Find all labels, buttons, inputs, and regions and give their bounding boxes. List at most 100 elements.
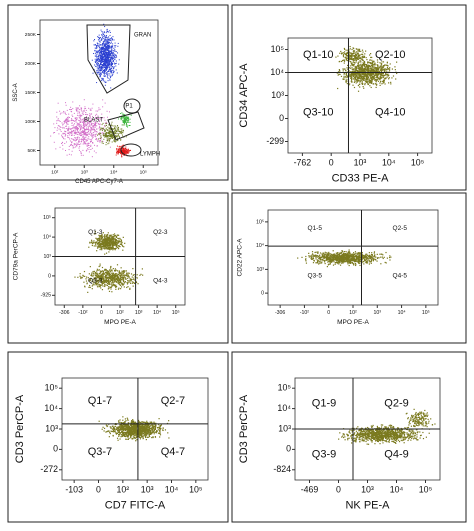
event-dot (83, 138, 84, 139)
event-dot (100, 264, 101, 265)
event-dot (125, 122, 126, 123)
event-dot (347, 83, 348, 84)
event-dot (103, 240, 104, 241)
event-dot (105, 244, 106, 245)
event-dot (100, 247, 101, 248)
event-dot (69, 149, 70, 150)
event-dot (385, 252, 386, 253)
event-dot (106, 32, 107, 33)
event-dot (91, 129, 92, 130)
event-dot (109, 64, 110, 65)
event-dot (106, 235, 107, 236)
event-dot (111, 72, 112, 73)
event-dot (118, 279, 119, 280)
event-dot (71, 154, 72, 155)
event-dot (92, 288, 93, 289)
event-dot (112, 58, 113, 59)
event-dot (86, 276, 87, 277)
event-dot (87, 140, 88, 141)
event-dot (117, 128, 118, 129)
event-dot (107, 29, 108, 30)
event-dot (322, 259, 323, 260)
event-dot (119, 272, 120, 273)
event-dot (99, 245, 100, 246)
event-dot (128, 282, 129, 283)
event-dot (374, 68, 375, 69)
event-dot (74, 135, 75, 136)
event-dot (123, 150, 124, 151)
event-dot (396, 62, 397, 63)
event-dot (129, 289, 130, 290)
event-dot (103, 59, 104, 60)
event-dot (102, 72, 103, 73)
x-tick-label: 10⁴ (110, 170, 117, 176)
event-dot (84, 276, 85, 277)
event-dot (115, 55, 116, 56)
event-dot (89, 113, 90, 114)
event-dot (351, 73, 352, 74)
event-dot (76, 125, 77, 126)
event-dot (353, 75, 354, 76)
event-dot (341, 53, 342, 54)
event-dot (93, 125, 94, 126)
event-dot (61, 135, 62, 136)
event-dot (100, 140, 101, 141)
event-dot (111, 243, 112, 244)
event-dot (79, 148, 80, 149)
event-dot (74, 131, 75, 132)
event-dot (362, 65, 363, 66)
event-dot (383, 77, 384, 78)
event-dot (96, 45, 97, 46)
event-dot (102, 275, 103, 276)
event-dot (105, 276, 106, 277)
event-dot (102, 132, 103, 133)
event-dot (117, 238, 118, 239)
event-dot (387, 68, 388, 69)
event-dot (121, 286, 122, 287)
event-dot (100, 135, 101, 136)
event-dot (96, 250, 97, 251)
event-dot (111, 70, 112, 71)
event-dot (319, 258, 320, 259)
event-dot (112, 239, 113, 240)
event-dot (113, 50, 114, 51)
event-dot (94, 242, 95, 243)
event-dot (96, 82, 97, 83)
event-dot (364, 74, 365, 75)
event-dot (111, 291, 112, 292)
x-tick-label: 10⁵ (172, 310, 180, 316)
event-dot (108, 66, 109, 67)
event-dot (387, 65, 388, 66)
event-dot (94, 131, 95, 132)
event-dot (372, 74, 373, 75)
event-dot (86, 128, 87, 129)
gate-label: BLAST (84, 118, 103, 124)
event-dot (373, 70, 374, 71)
event-dot (129, 278, 130, 279)
event-dot (114, 54, 115, 55)
event-dot (55, 148, 56, 149)
event-dot (107, 143, 108, 144)
event-dot (91, 136, 92, 137)
event-dot (354, 60, 355, 61)
y-axis-label: SSC-A (13, 83, 19, 101)
event-dot (105, 246, 106, 247)
event-dot (104, 50, 105, 51)
event-dot (370, 53, 371, 54)
event-dot (106, 133, 107, 134)
event-dot (114, 59, 115, 60)
event-dot (370, 62, 371, 63)
event-dot (118, 282, 119, 283)
event-dot (76, 143, 77, 144)
event-dot (111, 280, 112, 281)
event-dot (88, 108, 89, 109)
event-dot (112, 136, 113, 137)
event-dot (99, 273, 100, 274)
event-dot (117, 247, 118, 248)
event-dot (114, 285, 115, 286)
event-dot (123, 272, 124, 273)
event-dot (58, 133, 59, 134)
event-dot (366, 59, 367, 60)
event-dot (140, 274, 141, 275)
event-dot (103, 41, 104, 42)
